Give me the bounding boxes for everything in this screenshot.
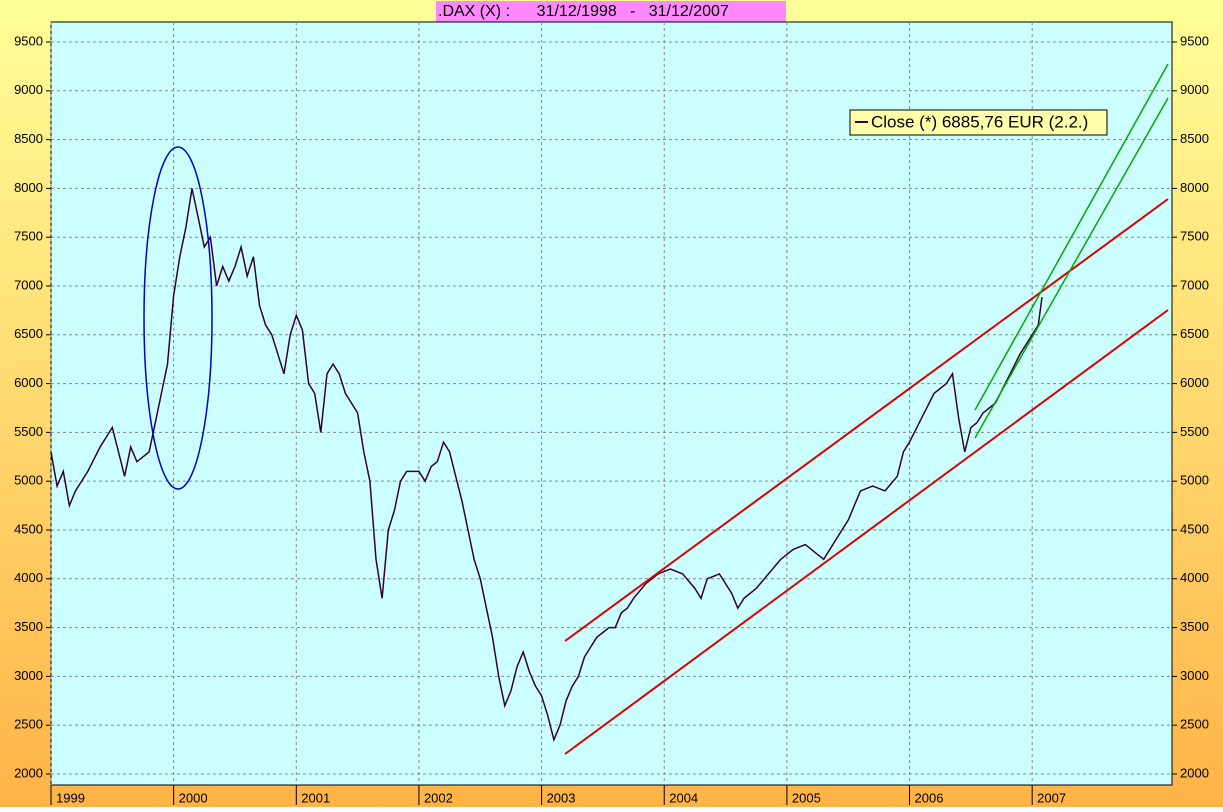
x-tick-label: 2003 bbox=[547, 790, 576, 805]
price-line bbox=[50, 188, 1043, 743]
y2-tick-label: 3500 bbox=[1180, 619, 1209, 634]
trend-line bbox=[564, 309, 1169, 755]
y2-tick-label: 8000 bbox=[1180, 180, 1209, 195]
legend bbox=[849, 109, 1108, 136]
y-tick-label: 6000 bbox=[14, 375, 43, 390]
trend-line bbox=[974, 97, 1169, 439]
title-box bbox=[436, 1, 786, 22]
y2-tick-label: 9000 bbox=[1180, 82, 1209, 97]
y2-tick-label: 3000 bbox=[1180, 668, 1209, 683]
trend-line bbox=[974, 63, 1169, 411]
plot-area bbox=[50, 21, 1173, 786]
x-tick-label: 2000 bbox=[179, 790, 208, 805]
y-tick-label: 7500 bbox=[14, 229, 43, 244]
chart-title: .DAX (X) : 31/12/1998 - 31/12/2007 bbox=[438, 3, 729, 20]
y2-tick-label: 7000 bbox=[1180, 277, 1209, 292]
y2-tick-label: 4000 bbox=[1180, 570, 1209, 585]
y2-tick-label: 5000 bbox=[1180, 473, 1209, 488]
x-tick-label: 2006 bbox=[915, 790, 944, 805]
y2-tick-label: 9500 bbox=[1180, 33, 1209, 48]
y-tick-label: 8000 bbox=[14, 180, 43, 195]
y2-tick-label: 2000 bbox=[1180, 765, 1209, 780]
x-tick-label: 2007 bbox=[1037, 790, 1066, 805]
y2-tick-label: 4500 bbox=[1180, 521, 1209, 536]
y-tick-label: 6500 bbox=[14, 326, 43, 341]
y-tick-label: 2500 bbox=[14, 717, 43, 732]
y-tick-label: 7000 bbox=[14, 277, 43, 292]
y2-tick-label: 5500 bbox=[1180, 424, 1209, 439]
y2-tick-label: 8500 bbox=[1180, 131, 1209, 146]
highlight-ellipse bbox=[143, 146, 213, 490]
y2-tick-label: 2500 bbox=[1180, 717, 1209, 732]
y2-tick-label: 6000 bbox=[1180, 375, 1209, 390]
x-tick-label: 2001 bbox=[301, 790, 330, 805]
x-tick-label: 2004 bbox=[669, 790, 698, 805]
legend-label: Close (*) 6885,76 EUR (2.2.) bbox=[871, 112, 1088, 131]
y-tick-label: 3000 bbox=[14, 668, 43, 683]
x-tick-label: 2002 bbox=[424, 790, 453, 805]
y-tick-label: 9500 bbox=[14, 33, 43, 48]
trend-line bbox=[564, 198, 1169, 642]
y-tick-label: 9000 bbox=[14, 82, 43, 97]
y2-tick-label: 6500 bbox=[1180, 326, 1209, 341]
y-tick-label: 4500 bbox=[14, 521, 43, 536]
y-tick-label: 3500 bbox=[14, 619, 43, 634]
y-tick-label: 8500 bbox=[14, 131, 43, 146]
y2-tick-label: 7500 bbox=[1180, 229, 1209, 244]
y-tick-label: 5000 bbox=[14, 473, 43, 488]
x-tick-label: 1999 bbox=[56, 790, 85, 805]
x-tick-label: 2005 bbox=[792, 790, 821, 805]
y-tick-label: 4000 bbox=[14, 570, 43, 585]
y-tick-label: 5500 bbox=[14, 424, 43, 439]
y-tick-label: 2000 bbox=[14, 765, 43, 780]
